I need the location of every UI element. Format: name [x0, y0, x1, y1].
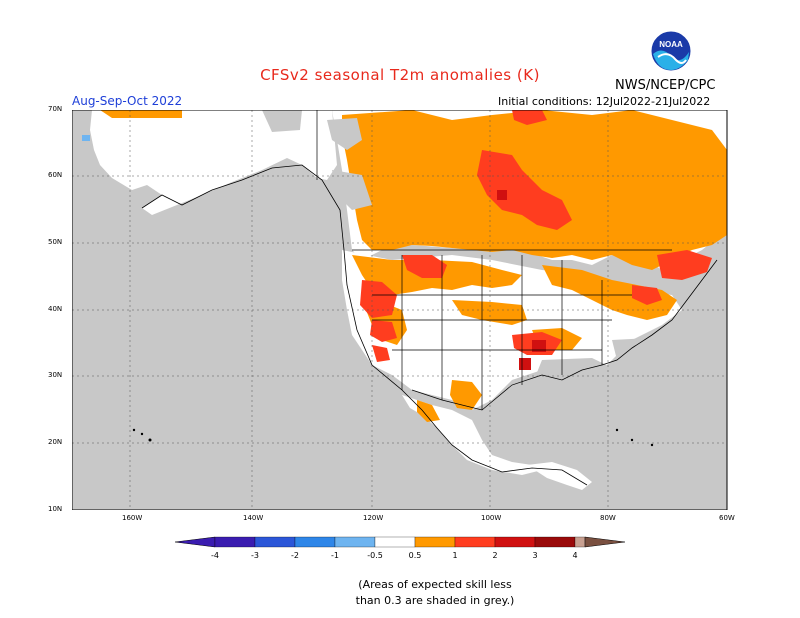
- colorbar-label: -3: [251, 551, 259, 560]
- colorbar-label: 1: [452, 551, 457, 560]
- noaa-logo-text: NOAA: [659, 40, 683, 49]
- colorbar-swatch: [414, 536, 456, 548]
- colorbar-arrow-left: [174, 536, 216, 548]
- initial-conditions-label: Initial conditions: 12Jul2022-21Jul2022: [498, 95, 711, 108]
- lon-label-160w: 160W: [122, 514, 143, 522]
- colorbar-label: 2: [492, 551, 497, 560]
- colorbar-label: -4: [211, 551, 219, 560]
- lat-label-60n: 60N: [48, 171, 63, 179]
- lat-label-50n: 50N: [48, 238, 63, 246]
- low-skill-grey: [262, 110, 662, 455]
- political-borders: [316, 110, 672, 411]
- colorbar-label: 3: [532, 551, 537, 560]
- lon-label-140w: 140W: [243, 514, 264, 522]
- colorbar-swatch: [494, 536, 536, 548]
- colorbar-swatch: [574, 536, 586, 548]
- lat-label-30n: 30N: [48, 371, 63, 379]
- colorbar-label: 0.5: [409, 551, 422, 560]
- colorbar-swatch: [294, 536, 336, 548]
- coastline: [141, 164, 718, 486]
- colorbar-label: 4: [572, 551, 577, 560]
- colorbar-swatch: [454, 536, 496, 548]
- islands: [132, 428, 654, 447]
- lat-label-20n: 20N: [48, 438, 63, 446]
- skill-note: (Areas of expected skill less than 0.3 a…: [0, 577, 800, 609]
- anomaly-map: 70N 60N 50N 40N 30N 20N 10N: [56, 107, 732, 514]
- anomaly-1-to-2: [360, 110, 712, 362]
- skill-note-line2: than 0.3 are shaded in grey.): [355, 594, 515, 607]
- colorbar-swatch: [214, 536, 256, 548]
- colorbar: -4 -3 -2 -1 -0.5 0.5 1 2 3 4: [170, 530, 640, 574]
- colorbar-label: -2: [291, 551, 299, 560]
- lat-label-40n: 40N: [48, 305, 63, 313]
- lon-label-80w: 80W: [600, 514, 616, 522]
- map-title: CFSv2 seasonal T2m anomalies (K): [260, 66, 540, 84]
- colorbar-swatch: [254, 536, 296, 548]
- skill-note-line1: (Areas of expected skill less: [358, 578, 512, 591]
- graticule: [72, 110, 727, 510]
- lat-label-10n: 10N: [48, 505, 63, 513]
- lon-label-60w: 60W: [719, 514, 735, 522]
- colorbar-label: -0.5: [367, 551, 383, 560]
- season-label: Aug-Sep-Oct 2022: [72, 94, 183, 108]
- colorbar-swatch: [334, 536, 376, 548]
- noaa-logo-icon: NOAA: [650, 30, 692, 76]
- colorbar-swatch: [534, 536, 576, 548]
- anomaly-negative-patch: [82, 135, 90, 141]
- colorbar-arrow-right: [584, 536, 626, 548]
- lon-label-120w: 120W: [363, 514, 384, 522]
- colorbar-swatch: [374, 536, 416, 548]
- organization-label: NWS/NCEP/CPC: [615, 78, 716, 93]
- lat-label-70n: 70N: [48, 105, 63, 113]
- lon-label-100w: 100W: [481, 514, 502, 522]
- colorbar-label: -1: [331, 551, 339, 560]
